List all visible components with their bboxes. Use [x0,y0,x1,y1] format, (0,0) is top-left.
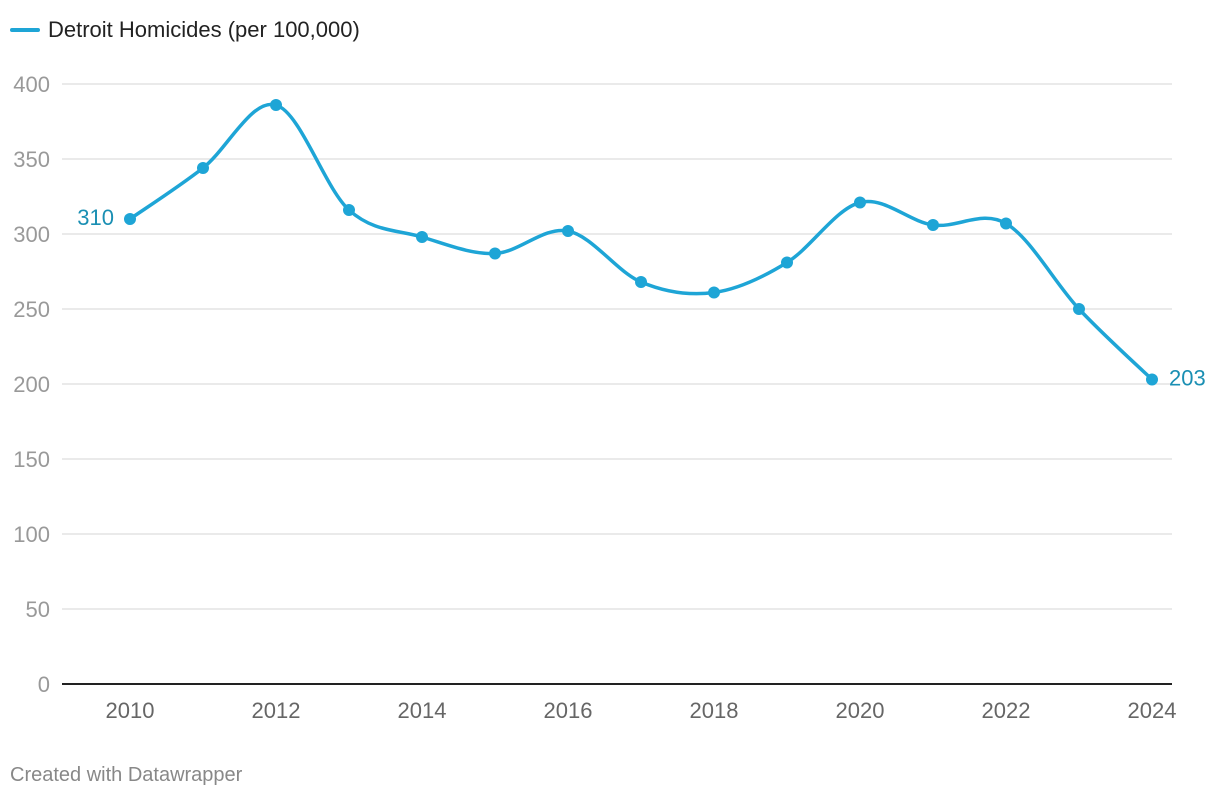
x-tick-label: 2018 [690,698,739,723]
legend: Detroit Homicides (per 100,000) [10,14,360,46]
y-tick-label: 0 [38,672,50,697]
y-tick-label: 400 [13,72,50,97]
data-point [1146,373,1158,386]
x-tick-label: 2024 [1128,698,1177,723]
x-tick-label: 2014 [398,698,447,723]
y-tick-label: 350 [13,147,50,172]
data-point [270,99,282,111]
x-tick-label: 2022 [982,698,1031,723]
gridlines [62,83,1172,610]
data-point [343,204,355,216]
data-label: 203 [1169,366,1206,391]
data-point [1000,217,1012,230]
y-tick-label: 100 [13,522,50,547]
data-labels: 310 203 [77,205,1205,391]
data-point [854,196,866,209]
y-tick-label: 200 [13,372,50,397]
data-point [708,286,720,299]
axes: 0 50 100 150 200 250 300 350 400 2010 2012 2014 2016… [13,72,1176,723]
data-point [1073,303,1085,315]
data-point [124,213,136,225]
line-chart: 0 50 100 150 200 250 300 350 400 2010 2012 2014 2016… [13,72,1205,723]
data-point [562,225,574,237]
y-tick-label: 50 [26,597,50,622]
data-point [197,162,209,174]
data-label: 310 [77,205,114,230]
legend-swatch [10,28,40,32]
data-point [635,276,647,288]
footer-credit: Created with Datawrapper [10,764,243,786]
x-tick-label: 2012 [252,698,301,723]
data-point [416,231,428,243]
data-point [927,219,939,231]
x-tick-label: 2010 [106,698,155,723]
data-points [124,99,1158,386]
series-line-layer [128,102,1154,382]
y-tick-label: 250 [13,297,50,322]
series-line [128,102,1154,382]
y-tick-label: 300 [13,222,50,247]
x-tick-label: 2020 [836,698,885,723]
legend-label: Detroit Homicides (per 100,000) [48,17,360,42]
data-point [781,256,793,269]
data-point [489,247,501,260]
y-tick-label: 150 [13,447,50,472]
x-tick-label: 2016 [544,698,593,723]
